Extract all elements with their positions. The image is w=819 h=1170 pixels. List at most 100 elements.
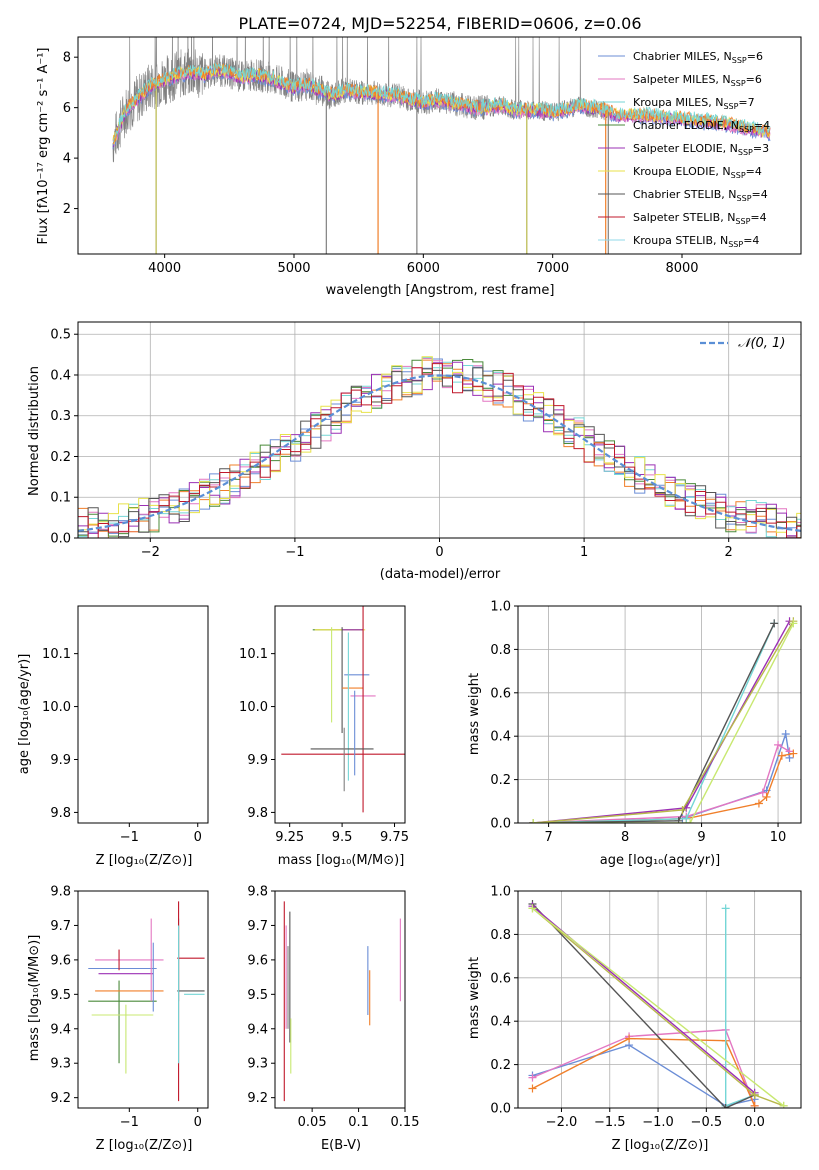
age-vs-mass-plot-area: 9.25 9.5 9.75 9.8 9.9 10.0 10.1 [239, 605, 409, 845]
weight-marker-6-1 [750, 1090, 759, 1099]
legend-label-name-1: Salpeter MILES, N [633, 73, 731, 86]
y-tick-label-4: 0.8 [490, 928, 511, 943]
y-tick-label-3: 10.1 [239, 647, 268, 662]
y-tick-label-2: 10.0 [239, 700, 268, 715]
legend-label-sub-0: SSP [732, 56, 747, 65]
axes-frame [274, 890, 406, 1109]
legend-label-sub-2: SSP [723, 102, 738, 111]
axes-frame [274, 605, 406, 824]
residual-xlabel: (data-model)/error [380, 567, 501, 582]
y-tick-label-3: 0.3 [50, 409, 71, 424]
x-tick-label-3: 7000 [536, 261, 569, 276]
x-tick-label-1: −1.5 [594, 1115, 626, 1130]
x-tick-label-0: −2.0 [546, 1115, 578, 1130]
massweight-vs-Z-xlabel: Z [log₁₀(Z/Z⊙)] [612, 1138, 709, 1153]
legend-label-name-0: Chabrier MILES, N [633, 50, 732, 63]
weight-marker-0-3 [781, 730, 790, 739]
weight-line-4 [531, 903, 755, 1108]
y-tick-label-0: 0.0 [490, 817, 511, 832]
age-vs-Z-panel: −1 0 9.8 9.9 10.0 10.1 Z [log₁₀(Z/Z⊙)] age [l… [17, 605, 209, 868]
weight-marker-7-1 [686, 819, 695, 823]
y-tick-label-5: 9.7 [50, 919, 71, 934]
weight-line-1 [532, 1029, 756, 1107]
x-tick-label-3: 1 [580, 545, 588, 560]
y-tick-label-2: 6 [63, 101, 71, 116]
spectrum-plot-area: 4000 5000 6000 7000 8000 2 4 6 8 Chabrier MILES, … [63, 36, 802, 276]
weight-marker-7-0 [528, 904, 537, 913]
y-tick-label-2: 0.2 [50, 450, 71, 465]
legend-label-name-2: Kroupa MILES, N [633, 96, 723, 109]
legend-label-suffix-0: =6 [747, 50, 763, 63]
x-tick-label-2: 9 [697, 830, 705, 845]
age-vs-mass-panel: 9.25 9.5 9.75 9.8 9.9 10.0 10.1 mass [log₁₀(M/… [239, 605, 409, 868]
axes-frame [517, 890, 802, 1109]
y-tick-label-2: 0.4 [490, 1015, 511, 1030]
y-tick-label-1: 9.9 [50, 753, 71, 768]
y-tick-label-4: 0.8 [490, 643, 511, 658]
x-tick-label-2: −1.0 [642, 1115, 674, 1130]
y-tick-label-2: 0.4 [490, 730, 511, 745]
x-tick-label-1: 5000 [277, 261, 310, 276]
y-tick-label-2: 10.0 [42, 700, 71, 715]
legend-label-suffix-5: =4 [746, 165, 762, 178]
normal-legend-label: 𝒩(0, 1) [738, 336, 785, 351]
legend-label-name-7: Salpeter STELIB, N [633, 211, 735, 224]
y-tick-label-5: 0.5 [50, 328, 71, 343]
y-tick-label-3: 10.1 [42, 647, 71, 662]
mass-vs-Z-ylabel: mass [log₁₀(M/M⊙)] [27, 935, 42, 1062]
age-vs-Z-ylabel: age [log₁₀(age/yr)] [17, 654, 32, 775]
legend-label-5: Kroupa ELODIE, NSSP=4 [633, 165, 762, 180]
y-tick-label-6: 9.8 [50, 885, 71, 900]
normal-distribution-curve [78, 374, 801, 532]
x-tick-label-3: −0.5 [691, 1115, 723, 1130]
massweight-vs-age-plot-area: 7 8 9 10 0.0 0.2 0.4 0.6 0.8 1.0 [490, 600, 802, 845]
x-tick-label-2: 0.15 [391, 1115, 420, 1130]
legend-label-sub-5: SSP [731, 171, 746, 180]
clipped-layer [528, 900, 788, 1108]
mass-vs-ebv-panel: 0.05 0.1 0.15 9.2 9.3 9.4 9.5 9.6 9.7 9.8 E(B-V) [247, 885, 419, 1154]
legend-label-6: Chabrier STELIB, NSSP=4 [633, 188, 768, 203]
y-tick-label-3: 9.5 [247, 988, 268, 1003]
x-tick-label-2: 6000 [407, 261, 440, 276]
y-tick-label-0: 0.0 [50, 532, 71, 547]
y-tick-label-5: 9.7 [247, 919, 268, 934]
massweight-vs-age-ylabel: mass weight [467, 673, 482, 755]
age-vs-Z-plot-area: −1 0 9.8 9.9 10.0 10.1 [42, 605, 209, 845]
y-tick-label-1: 4 [63, 152, 71, 167]
y-tick-label-1: 0.2 [490, 1058, 511, 1073]
x-tick-label-0: −1 [120, 830, 139, 845]
y-tick-label-2: 9.4 [50, 1022, 71, 1037]
residual-histogram-panel: −2 −1 0 1 2 0.0 0.1 0.2 0.3 0.4 0.5 (data-model)/e… [27, 321, 802, 582]
massweight-vs-Z-panel: −2.0 −1.5 −1.0 −0.5 0.0 0.0 0.2 0.4 0.6 0.8 1.0 Z … [467, 885, 802, 1153]
massweight-vs-age-xlabel: age [log₁₀(age/yr)] [600, 853, 721, 868]
weight-marker-4-1 [721, 1104, 730, 1108]
weight-marker-2-5 [789, 749, 798, 758]
y-tick-label-0: 9.2 [247, 1091, 268, 1106]
legend-label-name-8: Kroupa STELIB, N [633, 234, 728, 247]
weight-line-0 [532, 1044, 755, 1107]
y-tick-label-0: 0.0 [490, 1102, 511, 1117]
weight-marker-2-2 [754, 799, 763, 808]
residual-plot-area: −2 −1 0 1 2 0.0 0.1 0.2 0.3 0.4 0.5 [50, 321, 802, 560]
legend-label-suffix-3: =4 [754, 119, 770, 132]
x-tick-label-1: −1 [285, 545, 304, 560]
y-tick-label-2: 9.4 [247, 1022, 268, 1037]
legend-label-0: Chabrier MILES, NSSP=6 [633, 50, 763, 65]
y-tick-label-0: 9.2 [50, 1091, 71, 1106]
histogram-step-6 [78, 356, 801, 533]
x-tick-label-0: 7 [544, 830, 552, 845]
weight-marker-2-3 [762, 792, 771, 801]
y-tick-label-3: 0.6 [490, 971, 511, 986]
x-tick-label-2: 9.75 [380, 830, 409, 845]
y-tick-label-4: 9.6 [50, 953, 71, 968]
y-tick-label-4: 0.4 [50, 368, 71, 383]
legend-label-sub-4: SSP [738, 148, 753, 157]
weight-marker-7-2 [789, 619, 798, 628]
y-tick-label-0: 2 [63, 202, 71, 217]
y-tick-label-1: 9.3 [50, 1057, 71, 1072]
massweight-vs-age-panel: 7 8 9 10 0.0 0.2 0.4 0.6 0.8 1.0 age [log₁₀(age/y… [467, 600, 802, 868]
weight-marker-6-1 [678, 805, 687, 814]
x-tick-label-3: 10 [770, 830, 787, 845]
histogram-step-2 [78, 359, 801, 538]
